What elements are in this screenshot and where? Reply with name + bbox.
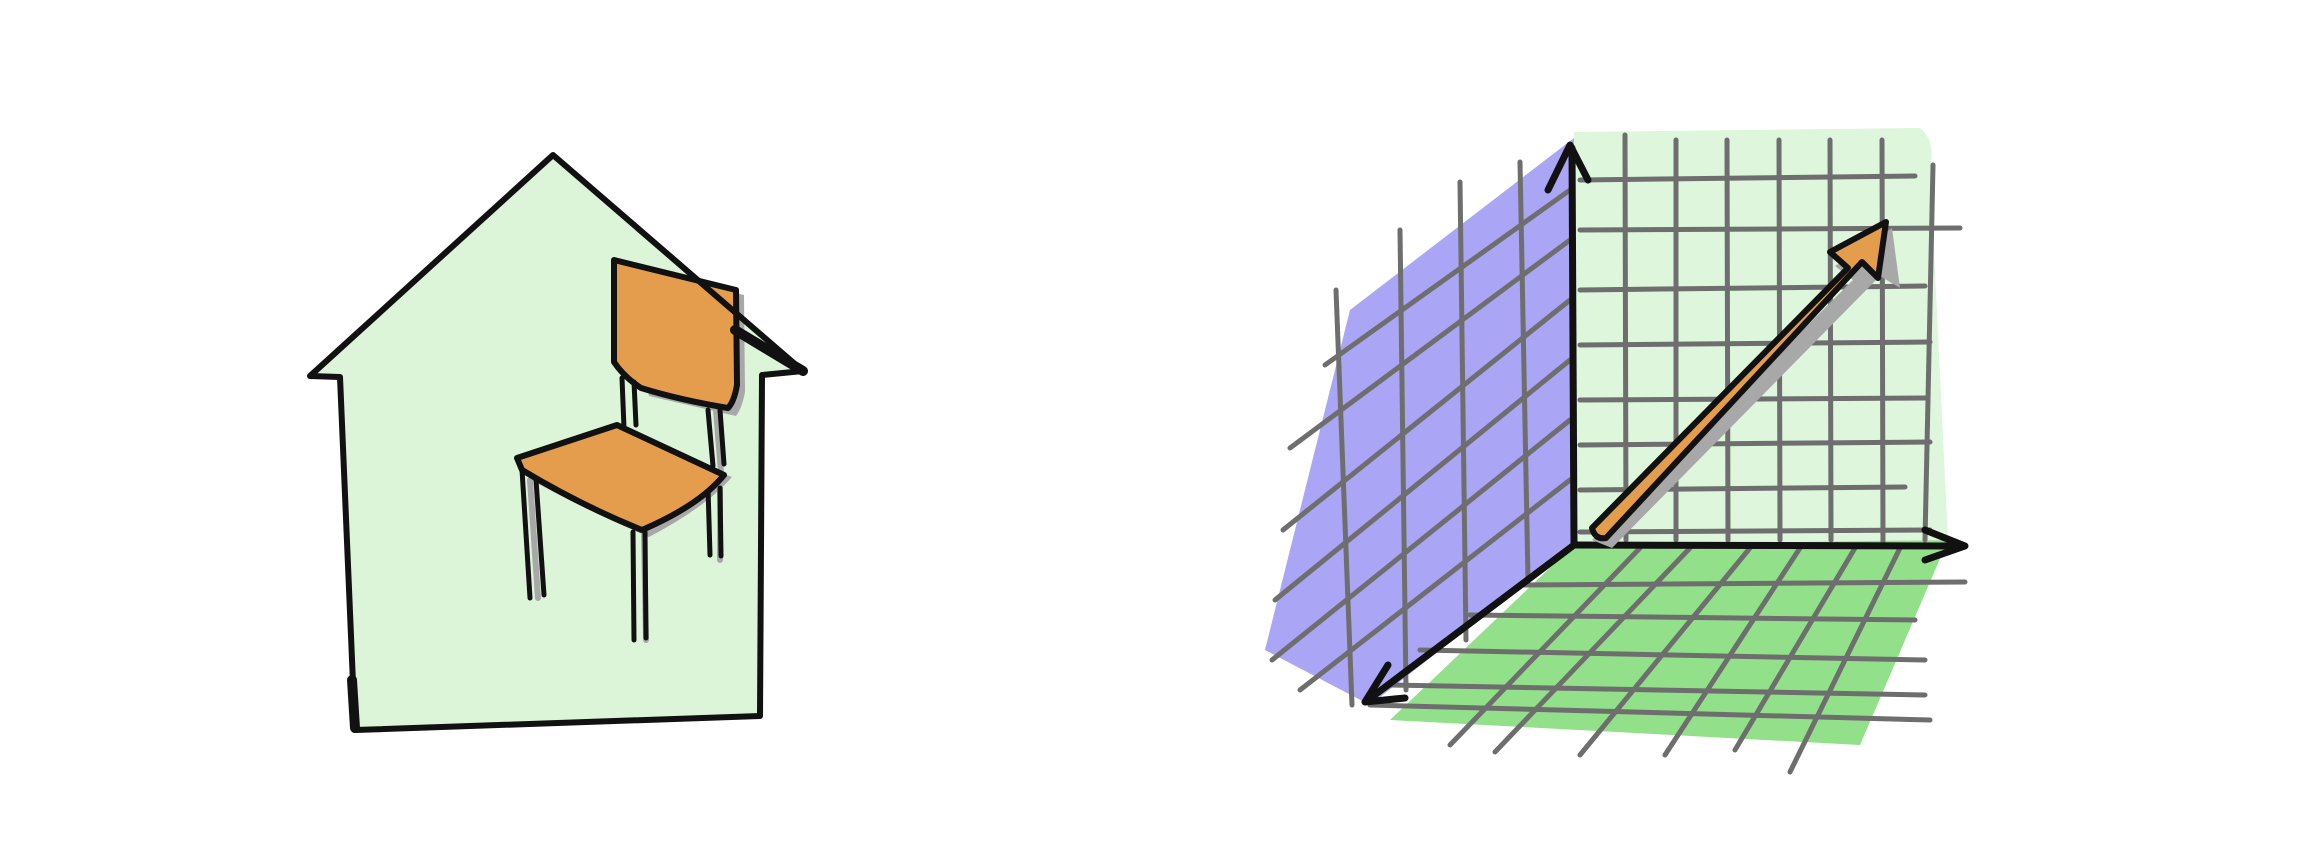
house-outline: [307, 152, 806, 733]
axes: [1364, 144, 1964, 704]
x-axis: [1570, 541, 1964, 550]
chair-rear-legs: [619, 375, 727, 559]
z-axis: [1568, 144, 1578, 549]
3d-coordinate-vector-icon: [1265, 128, 1969, 775]
y-axis: [1364, 541, 1578, 704]
axis-arrowheads: [1361, 141, 1969, 706]
back-plane: [1574, 128, 1948, 545]
chair-back: [611, 257, 740, 411]
vector-arrow: [1589, 219, 1889, 542]
chair-seat: [514, 422, 727, 533]
chair-front-legs: [519, 467, 649, 643]
house-with-chair-icon: [307, 152, 808, 733]
